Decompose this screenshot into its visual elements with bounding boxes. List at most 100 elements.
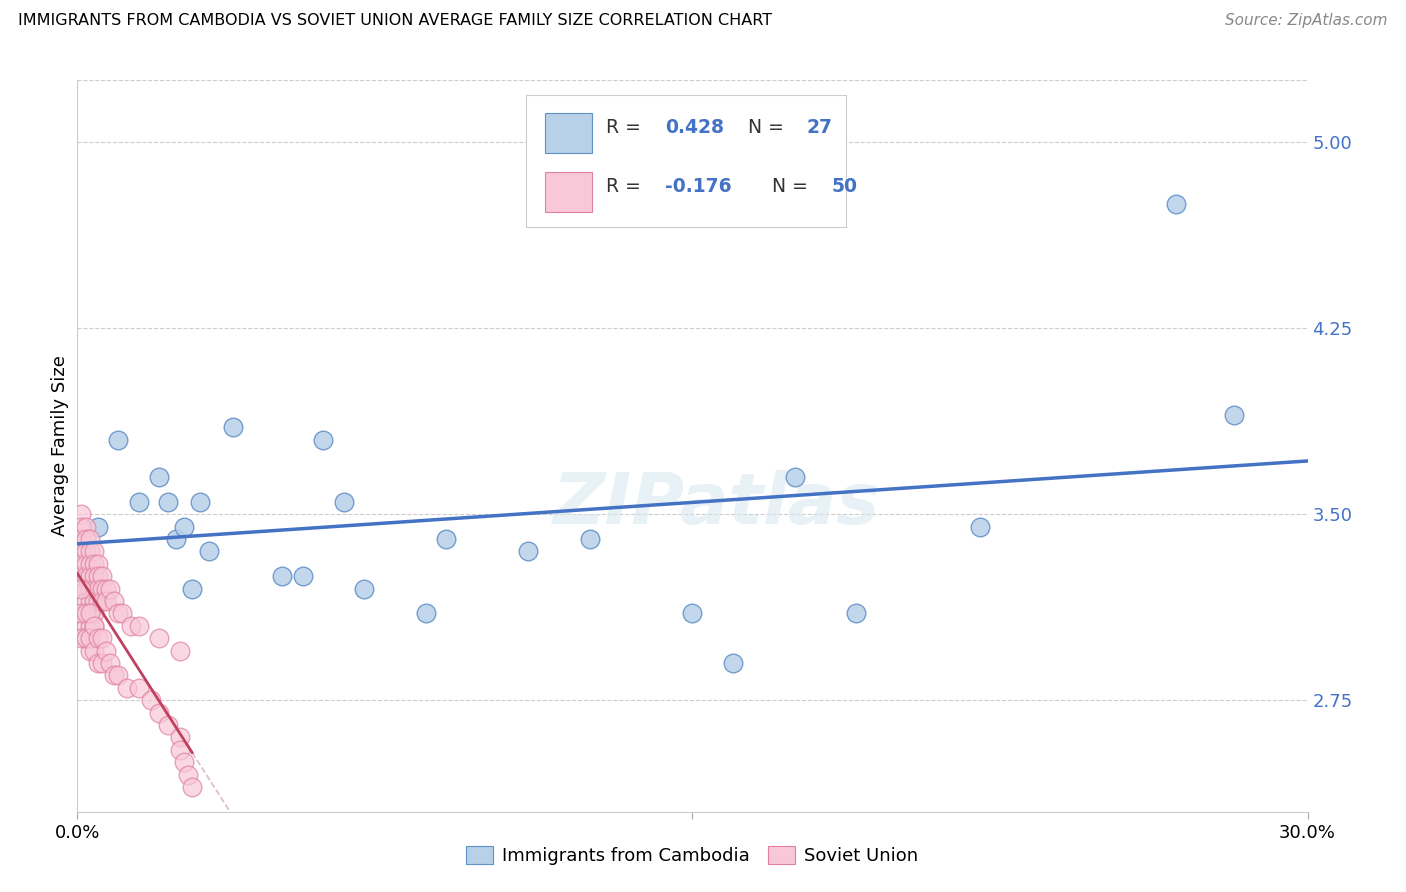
Point: [415, 607, 437, 621]
Point: [271, 569, 294, 583]
Point: [83, 569, 105, 583]
Point: [188, 495, 212, 509]
Point: [79, 532, 101, 546]
Point: [169, 643, 191, 657]
FancyBboxPatch shape: [526, 95, 846, 227]
Point: [87, 631, 110, 645]
Point: [75, 557, 97, 571]
Point: [79, 557, 101, 571]
Point: [75, 631, 97, 645]
Point: [94, 594, 117, 608]
Point: [75, 544, 97, 558]
Point: [173, 519, 195, 533]
Point: [436, 532, 458, 546]
Point: [169, 731, 191, 745]
Point: [70, 569, 93, 583]
Text: N =: N =: [772, 177, 814, 196]
Point: [723, 656, 745, 670]
Point: [197, 544, 219, 558]
Point: [90, 656, 114, 670]
Point: [90, 582, 114, 596]
Y-axis label: Average Family Size: Average Family Size: [51, 356, 69, 536]
Point: [128, 619, 150, 633]
Point: [70, 507, 93, 521]
Point: [115, 681, 138, 695]
Point: [83, 607, 105, 621]
Point: [517, 544, 540, 558]
Point: [75, 631, 97, 645]
Point: [90, 569, 114, 583]
Text: N =: N =: [748, 119, 790, 137]
Point: [75, 619, 97, 633]
Text: 50: 50: [831, 177, 858, 196]
Point: [83, 619, 105, 633]
Point: [75, 594, 97, 608]
Point: [222, 420, 245, 434]
Point: [75, 519, 97, 533]
Point: [75, 532, 97, 546]
Point: [75, 582, 97, 596]
Point: [148, 470, 170, 484]
Point: [173, 755, 195, 769]
Text: IMMIGRANTS FROM CAMBODIA VS SOVIET UNION AVERAGE FAMILY SIZE CORRELATION CHART: IMMIGRANTS FROM CAMBODIA VS SOVIET UNION…: [18, 13, 772, 29]
Point: [79, 631, 101, 645]
Point: [70, 532, 93, 546]
Point: [79, 607, 101, 621]
Point: [107, 433, 129, 447]
Point: [111, 607, 134, 621]
Point: [312, 433, 335, 447]
Text: R =: R =: [606, 177, 647, 196]
Point: [103, 594, 125, 608]
Text: ZIPatlas: ZIPatlas: [554, 470, 880, 539]
Point: [70, 582, 93, 596]
Point: [83, 544, 105, 558]
Point: [87, 557, 110, 571]
Point: [90, 594, 114, 608]
Point: [333, 495, 356, 509]
Point: [79, 569, 101, 583]
Point: [169, 743, 191, 757]
Point: [83, 582, 105, 596]
Point: [75, 607, 97, 621]
Text: 0.428: 0.428: [665, 119, 724, 137]
Point: [353, 582, 375, 596]
Point: [128, 495, 150, 509]
Point: [148, 631, 170, 645]
Point: [148, 706, 170, 720]
Point: [75, 607, 97, 621]
Point: [156, 718, 179, 732]
Point: [87, 582, 110, 596]
Point: [783, 470, 806, 484]
Point: [120, 619, 142, 633]
Point: [79, 631, 101, 645]
Point: [845, 607, 868, 621]
Point: [83, 619, 105, 633]
Legend: Immigrants from Cambodia, Soviet Union: Immigrants from Cambodia, Soviet Union: [460, 838, 925, 872]
Point: [79, 594, 101, 608]
Point: [79, 607, 101, 621]
Point: [128, 681, 150, 695]
Point: [1223, 408, 1246, 422]
Text: 27: 27: [807, 119, 832, 137]
Point: [181, 780, 204, 794]
Point: [291, 569, 314, 583]
Point: [177, 767, 200, 781]
Point: [103, 668, 125, 682]
Point: [83, 643, 105, 657]
Point: [70, 519, 93, 533]
Point: [87, 569, 110, 583]
Point: [75, 569, 97, 583]
FancyBboxPatch shape: [546, 171, 592, 212]
Point: [87, 519, 110, 533]
Point: [682, 607, 704, 621]
Point: [181, 582, 204, 596]
Point: [90, 631, 114, 645]
Point: [70, 631, 93, 645]
Point: [579, 532, 602, 546]
Point: [141, 693, 163, 707]
Point: [107, 607, 129, 621]
Point: [1166, 197, 1188, 211]
Point: [79, 643, 101, 657]
Point: [98, 656, 121, 670]
Point: [70, 557, 93, 571]
